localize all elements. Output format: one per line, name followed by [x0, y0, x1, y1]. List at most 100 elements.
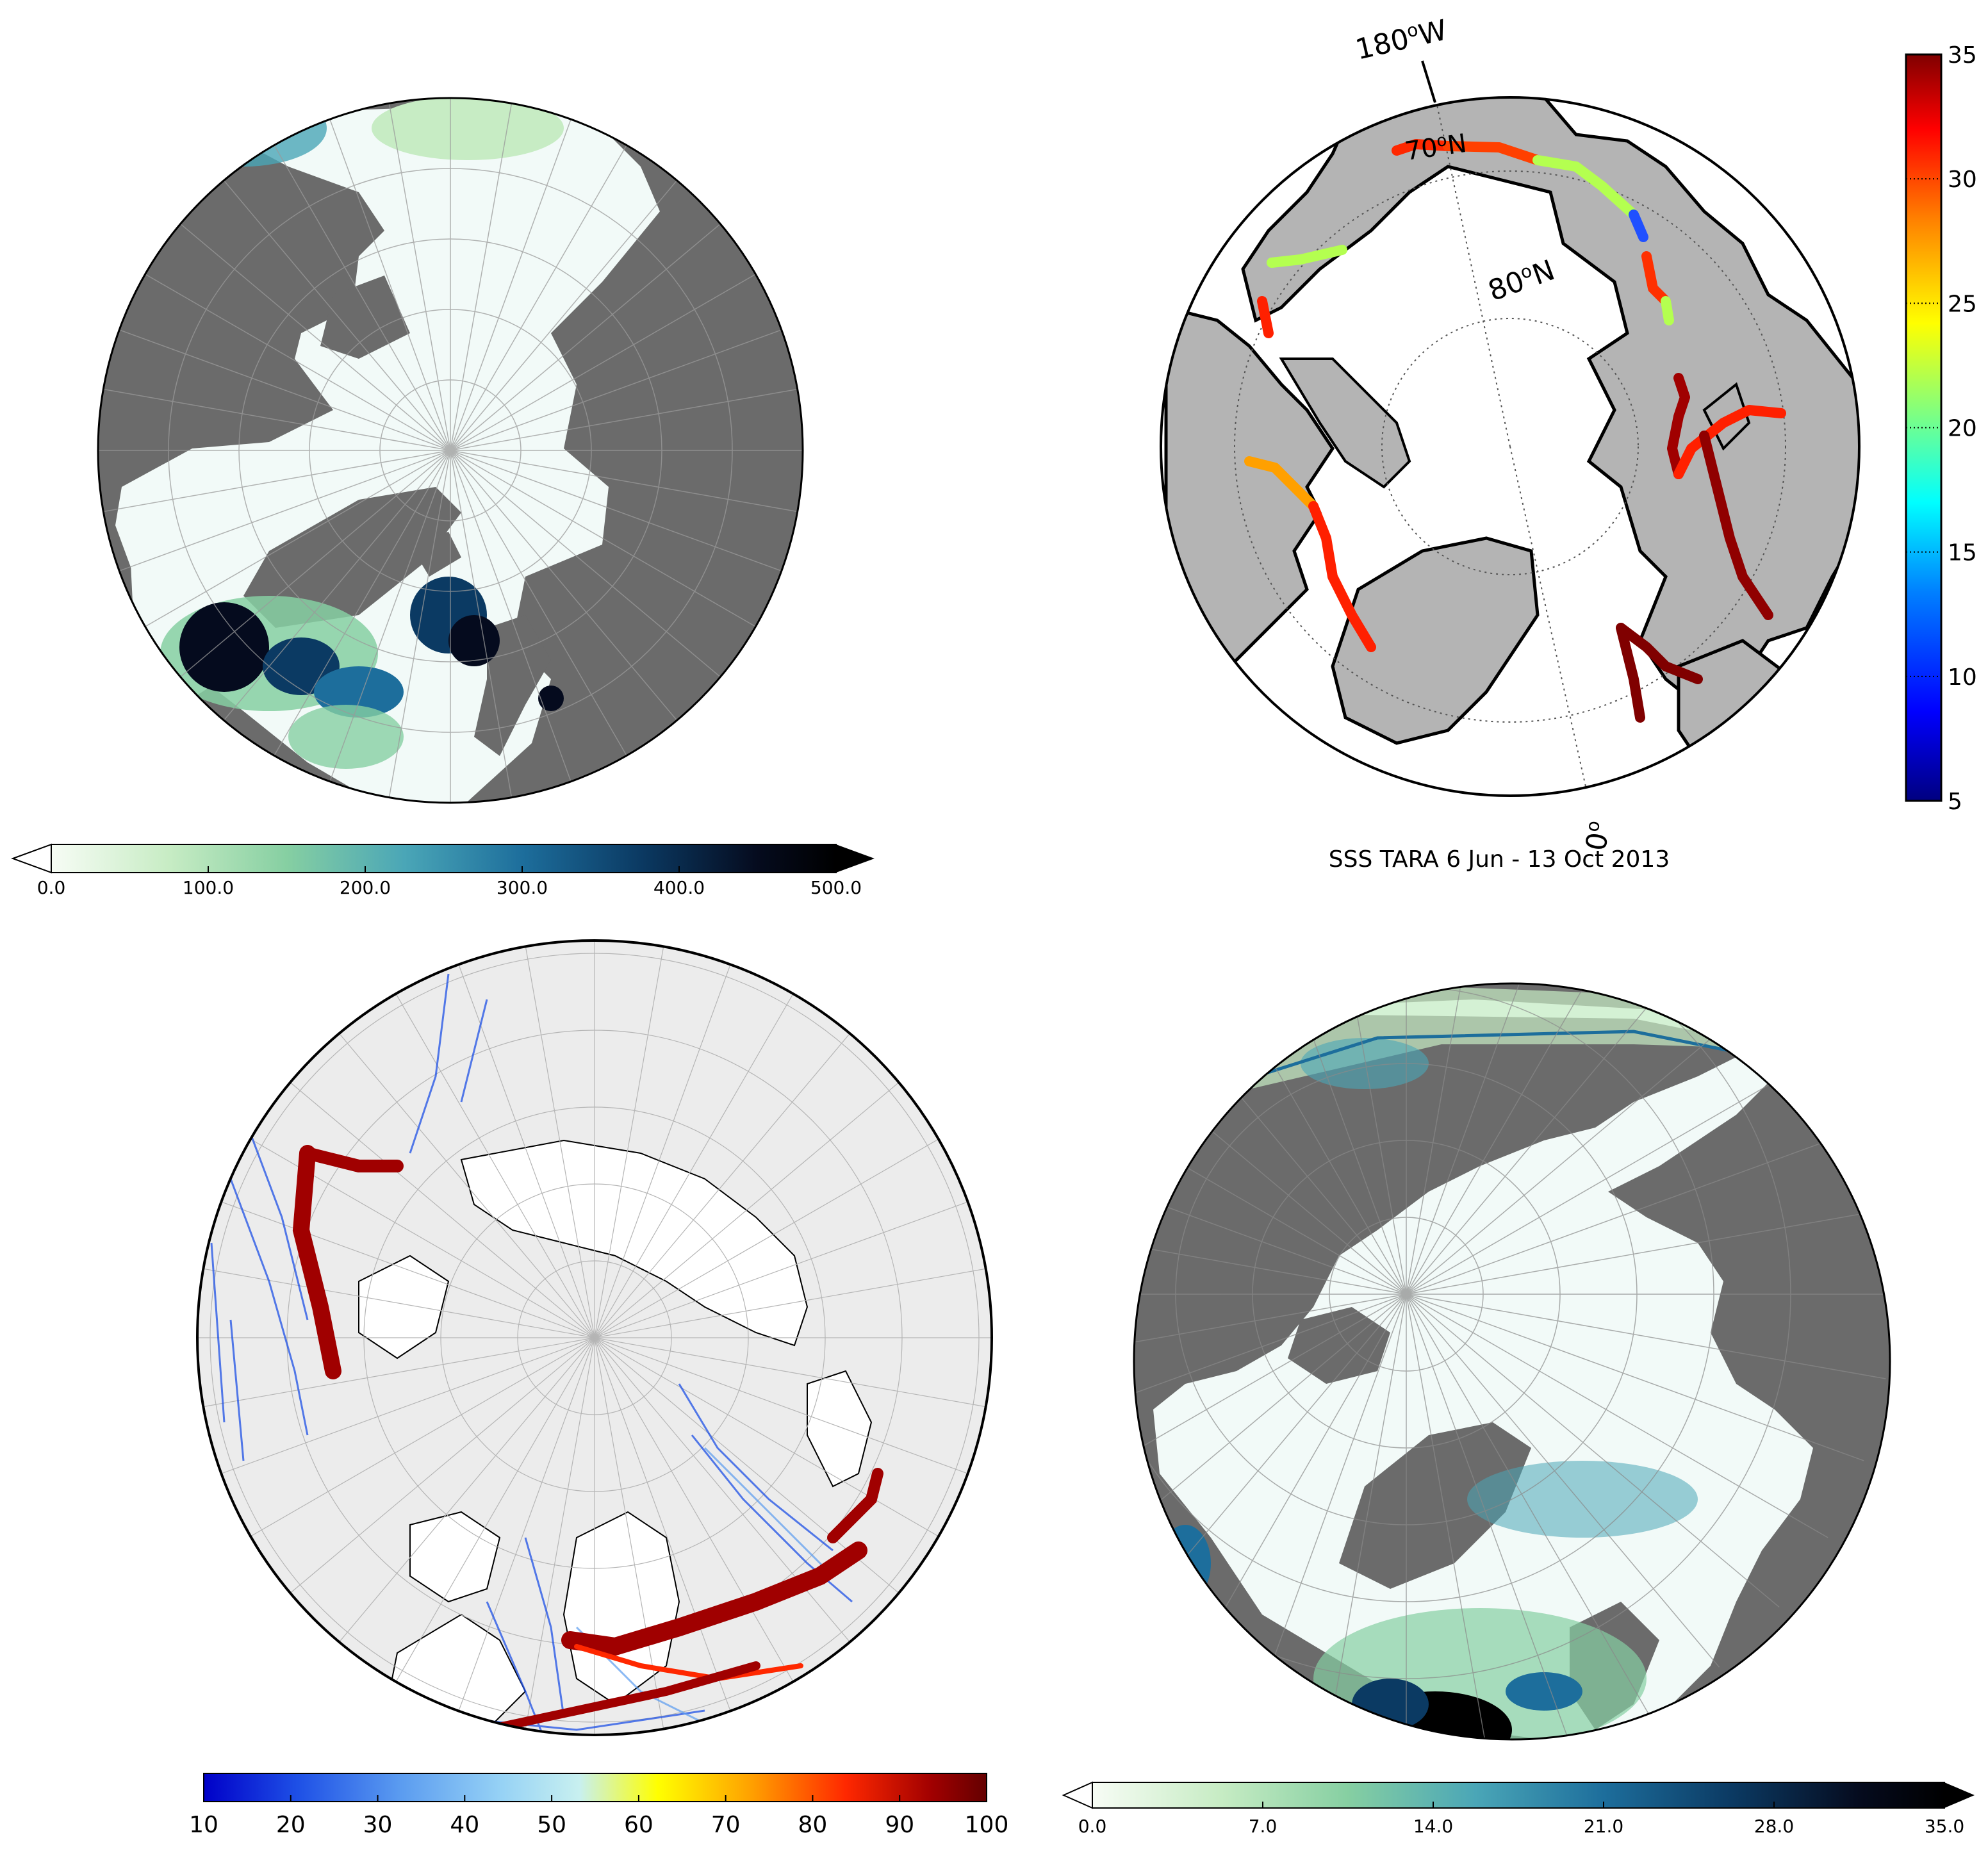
colorbar-tick-label: 0.0 [37, 877, 66, 898]
colorbar-tick-label: 40 [450, 1812, 479, 1838]
meridian-line [1406, 983, 1720, 1295]
meridian-line [219, 450, 451, 726]
meridian-line [1406, 1294, 1780, 1608]
meridian-line [450, 270, 762, 451]
land-eurasia [1241, 97, 1859, 707]
meridian-line [450, 450, 630, 762]
meridian-line [450, 450, 762, 630]
meridian-line [1134, 1209, 1407, 1295]
meridian-line [331, 1337, 595, 1652]
meridian-line [1406, 1209, 1886, 1295]
meridian-line [1134, 1127, 1407, 1295]
colorbar-tick-label: 10 [1948, 664, 1977, 691]
colorbar-max-arrow [836, 844, 875, 873]
colorbar-tick-label: 10 [189, 1812, 218, 1838]
colorbar-min-arrow [11, 843, 52, 874]
meridian-line [1406, 1050, 1828, 1295]
colorbar-max-arrow [1944, 1782, 1975, 1808]
meridian-line [454, 952, 595, 1338]
track-segment [1532, 155, 1639, 220]
colorbar-tick-label: 30 [363, 1812, 393, 1838]
colorbar-tick-label: 0.0 [1078, 1816, 1107, 1837]
land-greenland [1331, 536, 1540, 745]
meridian-line [175, 219, 451, 451]
meridian-line [113, 450, 451, 574]
meridian-line [280, 1337, 595, 1602]
track-segment [1257, 296, 1274, 338]
meridians [1434, 97, 1590, 796]
meridian-line [219, 175, 451, 451]
meridian-line [389, 982, 595, 1338]
meridian-line [280, 1074, 595, 1338]
land-canada-north [320, 275, 410, 359]
land-scandinavia [807, 1370, 873, 1488]
polar-map-bottom-left: 10 20 30 40 50 60 70 80 90 100 [189, 939, 1009, 1838]
meridian-line [1134, 983, 1407, 1295]
polar-map-bottom-right: 0.0 7.0 14.0 21.0 28.0 35.0 [1062, 982, 1975, 1837]
track-segment [1443, 141, 1543, 165]
land-greenland [1339, 1422, 1531, 1589]
meridian-line [388, 98, 451, 451]
map-frame [97, 97, 804, 804]
meridian-line [139, 270, 451, 451]
meridian-line [594, 941, 666, 1338]
meridian-line [1321, 983, 1407, 1295]
track-segment [1225, 110, 1351, 152]
track-segment [1340, 107, 1363, 120]
meridian-line [1406, 1294, 1720, 1668]
colorbar-tick-label: 70 [711, 1812, 741, 1838]
meridian-line [594, 1337, 858, 1652]
panel-bottom-right: 0.0 7.0 14.0 21.0 28.0 35.0 [1057, 923, 1988, 1846]
meridian-line [594, 1023, 858, 1338]
meridian-line [1406, 983, 1650, 1295]
meridian-line [450, 219, 726, 451]
meridian-line [594, 1337, 950, 1543]
meridian-line [594, 1266, 992, 1338]
colorbar-tick-label: 100 [965, 1812, 1009, 1838]
track-segment [1616, 623, 1703, 684]
panel-bottom-left: 10 20 30 40 50 60 70 80 90 100 [0, 923, 1057, 1846]
meridian-line [450, 139, 630, 451]
meridian-line [1406, 1294, 1491, 1739]
track-segment [1629, 210, 1648, 242]
lon-label-180w: 180oW [1352, 13, 1450, 67]
meridian-line [594, 1074, 909, 1338]
colorbar-bar [51, 844, 837, 873]
colorbar-tick-label: 80 [798, 1812, 828, 1838]
parallels [1234, 170, 1786, 723]
land-alaska [358, 1254, 450, 1360]
meridian-line [450, 327, 788, 451]
map-frame [1133, 982, 1891, 1741]
colorbar-top-left: 0.0 100.0 200.0 300.0 400.0 500.0 [11, 843, 875, 898]
track-segment [1244, 456, 1318, 511]
colorbar-tick-label: 20 [276, 1812, 306, 1838]
colorbar-tick-label: 200.0 [340, 877, 391, 898]
meridian-line [1406, 1294, 1650, 1716]
meridian-line [270, 139, 451, 451]
meridian-line [1134, 1294, 1407, 1379]
meridian-line [98, 388, 451, 451]
colorbar-bar [1092, 1782, 1945, 1809]
meridian-line [1406, 1294, 1886, 1379]
meridian-line [331, 1023, 595, 1338]
meridian-line [1134, 983, 1407, 1295]
colorbar-tick-label: 7.0 [1249, 1816, 1277, 1837]
meridian-line [388, 450, 451, 803]
meridian-line [450, 175, 682, 451]
meridian-line [594, 952, 735, 1338]
meridian-line [594, 1337, 735, 1723]
land-svalbard [410, 532, 461, 577]
meridian-line [450, 98, 513, 451]
panel-top-right: 180oW 70oN 80oN 0o SSS TARA 6 Jun - 13 O… [1089, 0, 1988, 923]
meridian-line [454, 1337, 595, 1723]
meridian-line [594, 1197, 980, 1338]
meridian-line [450, 113, 574, 451]
land-greenland [243, 487, 461, 628]
graticule [98, 98, 803, 803]
colorbar-tick-label: 5 [1948, 789, 1962, 815]
colorbar-top-right: 35 30 25 20 15 10 5 [1905, 42, 1977, 815]
meridian-line [175, 450, 451, 682]
colorbar-tick-label: 90 [885, 1812, 914, 1838]
colorbar-tick-label: 60 [624, 1812, 653, 1838]
meridian-line [594, 1337, 800, 1693]
